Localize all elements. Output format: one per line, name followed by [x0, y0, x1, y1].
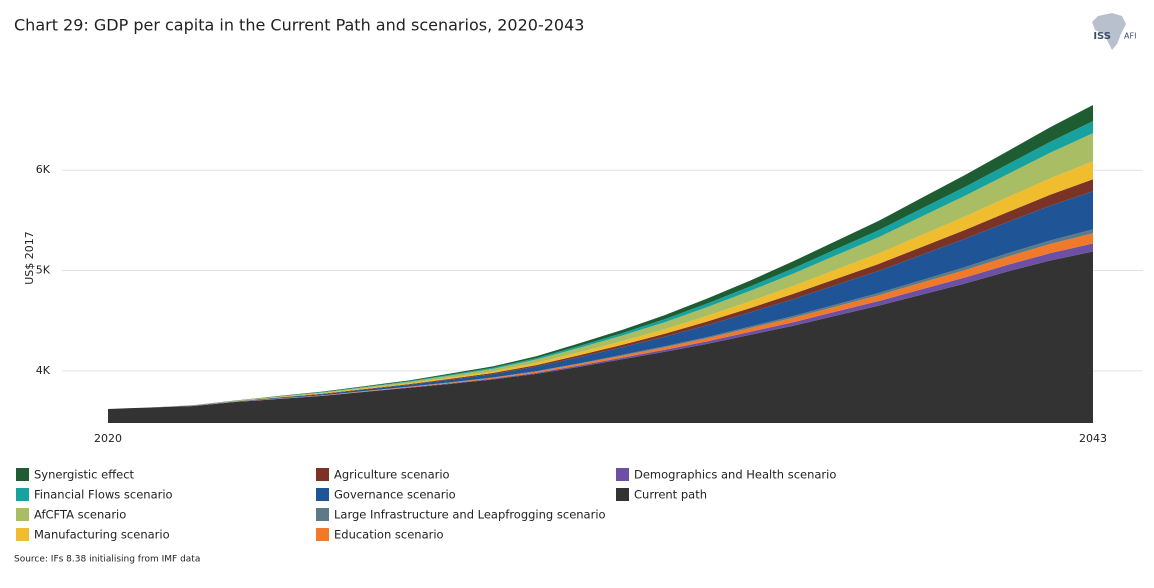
source: Source: IFs 8.38 initialising from IMF d… — [14, 555, 200, 565]
legend-swatch — [316, 488, 329, 501]
x-tick-label: 2020 — [94, 432, 122, 445]
legend-swatch — [16, 528, 29, 541]
legend-label: Large Infrastructure and Leapfrogging sc… — [334, 508, 606, 522]
logo-africa — [1092, 13, 1126, 50]
legend-swatch — [316, 468, 329, 481]
y-axis-label: US$ 2017 — [23, 231, 36, 285]
legend-swatch — [616, 488, 629, 501]
area — [108, 251, 1093, 423]
legend-label: Financial Flows scenario — [34, 488, 173, 502]
legend-label: AfCFTA scenario — [34, 508, 126, 522]
areas — [108, 105, 1093, 423]
legend-swatch — [316, 528, 329, 541]
legend-label: Synergistic effect — [34, 468, 135, 482]
legend-label: Demographics and Health scenario — [634, 468, 836, 482]
legend-swatch — [316, 508, 329, 521]
legend-swatch — [16, 508, 29, 521]
legend-swatch — [16, 468, 29, 481]
legend-label: Agriculture scenario — [334, 468, 450, 482]
y-tick-label: 4K — [36, 364, 51, 377]
chart-title: Chart 29: GDP per capita in the Current … — [14, 16, 584, 35]
legend-label: Education scenario — [334, 528, 444, 542]
logo: ISS AFI — [1092, 13, 1136, 50]
legend-swatch — [616, 468, 629, 481]
legend-swatch — [16, 488, 29, 501]
logo-main: ISS — [1093, 31, 1111, 42]
legend-label: Manufacturing scenario — [34, 528, 170, 542]
legend: Synergistic effect Financial Flows scenar… — [16, 468, 836, 542]
legend-label: Current path — [634, 488, 707, 502]
x-tick-label: 2043 — [1079, 432, 1107, 445]
logo-sub: AFI — [1124, 32, 1136, 41]
y-tick-label: 5K — [36, 264, 51, 277]
legend-label: Governance scenario — [334, 488, 456, 502]
y-tick-label: 6K — [36, 163, 51, 176]
